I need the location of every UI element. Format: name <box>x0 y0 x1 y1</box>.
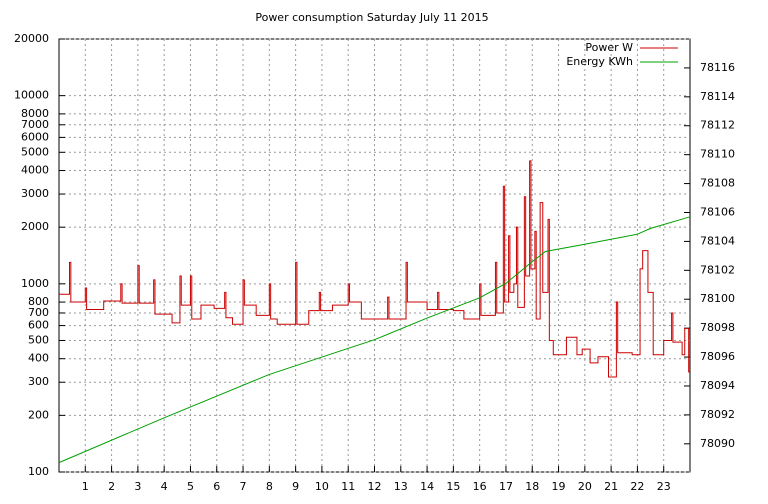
y-tick-label: 1000 <box>21 277 49 290</box>
y-tick-label: 2000 <box>21 220 49 233</box>
y2-tick-label: 78116 <box>700 61 735 74</box>
y-tick-label: 10000 <box>14 89 49 102</box>
y2-tick-label: 78090 <box>700 437 735 450</box>
y-tick-label: 600 <box>28 319 49 332</box>
y-tick-label: 20000 <box>14 32 49 45</box>
x-tick-label: 17 <box>499 480 513 493</box>
y-tick-label: 7000 <box>21 118 49 131</box>
y-tick-label: 5000 <box>21 145 49 158</box>
chart-title: Power consumption Saturday July 11 2015 <box>255 11 488 24</box>
y2-tick-label: 78092 <box>700 408 735 421</box>
x-tick-label: 16 <box>473 480 487 493</box>
y-tick-label: 100 <box>28 465 49 478</box>
y2-tick-label: 78112 <box>700 119 735 132</box>
y2-tick-label: 78094 <box>700 379 735 392</box>
y2-tick-label: 78100 <box>700 292 735 305</box>
y-tick-label: 500 <box>28 333 49 346</box>
x-tick-label: 20 <box>578 480 592 493</box>
x-tick-label: 15 <box>446 480 460 493</box>
y-tick-label: 4000 <box>21 164 49 177</box>
x-tick-label: 4 <box>161 480 168 493</box>
y-tick-label: 6000 <box>21 130 49 143</box>
y2-tick-label: 78110 <box>700 148 735 161</box>
y-tick-label: 8000 <box>21 107 49 120</box>
legend-label: Power W <box>585 41 633 54</box>
y-tick-label: 300 <box>28 375 49 388</box>
y2-tick-label: 78114 <box>700 90 735 103</box>
x-tick-label: 1 <box>82 480 89 493</box>
y2-tick-label: 78098 <box>700 321 735 334</box>
x-tick-label: 9 <box>292 480 299 493</box>
x-tick-label: 6 <box>213 480 220 493</box>
x-tick-label: 23 <box>657 480 671 493</box>
x-tick-label: 5 <box>187 480 194 493</box>
x-tick-label: 18 <box>525 480 539 493</box>
x-tick-label: 21 <box>604 480 618 493</box>
y-tick-label: 700 <box>28 306 49 319</box>
x-tick-label: 7 <box>240 480 247 493</box>
x-tick-label: 22 <box>630 480 644 493</box>
y-tick-label: 800 <box>28 295 49 308</box>
y-tick-label: 200 <box>28 408 49 421</box>
y-tick-label: 400 <box>28 352 49 365</box>
x-tick-label: 19 <box>552 480 566 493</box>
y2-tick-label: 78108 <box>700 177 735 190</box>
y2-tick-label: 78096 <box>700 350 735 363</box>
y2-tick-label: 78104 <box>700 234 735 247</box>
x-tick-label: 2 <box>108 480 115 493</box>
y2-tick-label: 78102 <box>700 263 735 276</box>
x-tick-label: 10 <box>315 480 329 493</box>
x-tick-label: 3 <box>134 480 141 493</box>
series-line <box>58 216 691 464</box>
x-tick-label: 12 <box>368 480 382 493</box>
series-line <box>59 160 690 378</box>
legend-label: Energy KWh <box>566 55 633 68</box>
x-tick-label: 13 <box>394 480 408 493</box>
x-tick-label: 14 <box>420 480 434 493</box>
y2-tick-label: 78106 <box>700 205 735 218</box>
x-tick-label: 11 <box>341 480 355 493</box>
y-tick-label: 3000 <box>21 187 49 200</box>
x-tick-label: 8 <box>266 480 273 493</box>
